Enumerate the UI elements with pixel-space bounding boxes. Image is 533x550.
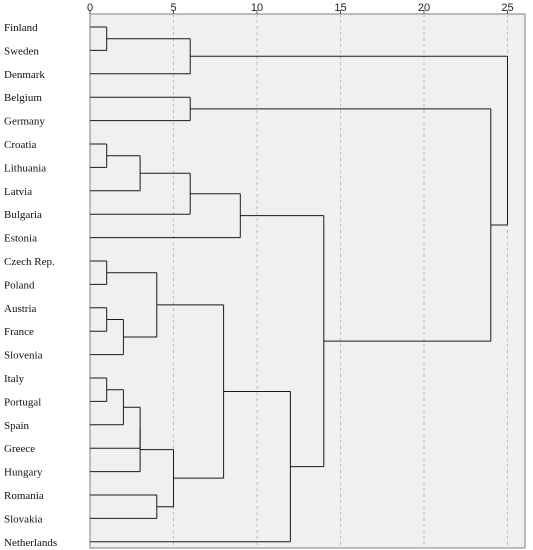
leaf-label: Latvia — [4, 186, 32, 198]
leaf-label: Portugal — [4, 396, 41, 408]
leaf-labels: Finland Sweden Denmark Belgium Germany Croati… — [4, 22, 57, 549]
leaf-label: Romania — [4, 490, 44, 502]
leaf-label: Poland — [4, 279, 35, 291]
leaf-label: Lithuania — [4, 162, 46, 174]
dendrogram-branch — [190, 55, 508, 226]
leaf-label: Slovenia — [4, 350, 43, 362]
dendrogram-branches — [90, 26, 508, 543]
leaf-label: Bulgaria — [4, 209, 42, 221]
x-tick-label: 0 — [87, 2, 93, 14]
leaf-label: Germany — [4, 116, 45, 128]
leaf-label: Italy — [4, 373, 25, 385]
x-tick-label: 15 — [334, 2, 346, 14]
leaf-label: Belgium — [4, 92, 42, 104]
leaf-label: Denmark — [4, 69, 45, 81]
x-tick-label: 25 — [501, 2, 513, 14]
plot-frame — [89, 13, 526, 549]
leaf-label: Netherlands — [4, 537, 57, 549]
leaf-label: Sweden — [4, 45, 39, 57]
leaf-label: Austria — [4, 303, 37, 315]
x-axis: 0 5 10 15 20 25 — [87, 2, 514, 14]
grid-lines — [89, 13, 526, 549]
leaf-label: Finland — [4, 22, 38, 34]
leaf-label: Czech Rep. — [4, 256, 55, 268]
x-tick-label: 20 — [418, 2, 430, 14]
x-tick-label: 5 — [170, 2, 176, 14]
leaf-label: Greece — [4, 443, 35, 455]
x-tick-label: 10 — [251, 2, 263, 14]
leaf-label: France — [4, 326, 34, 338]
leaf-label: Hungary — [4, 467, 43, 479]
leaf-label: Estonia — [4, 233, 37, 245]
leaf-label: Slovakia — [4, 513, 43, 525]
leaf-label: Croatia — [4, 139, 36, 151]
leaf-label: Spain — [4, 420, 30, 432]
